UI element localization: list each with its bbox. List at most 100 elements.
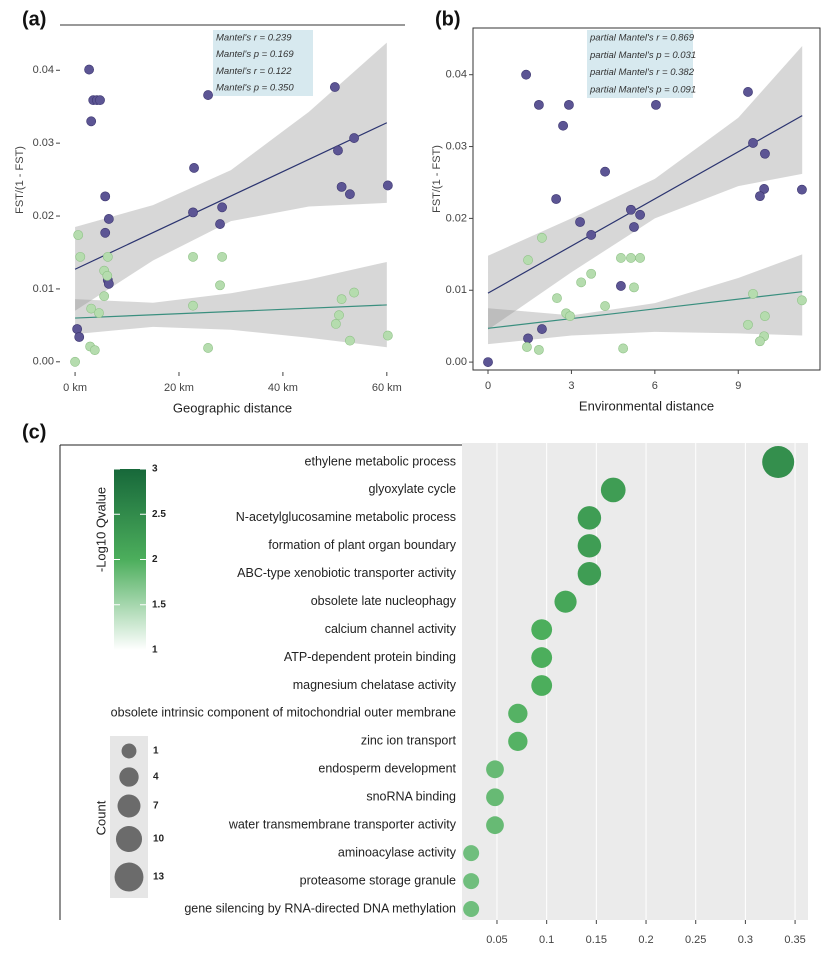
point [565, 311, 575, 322]
fit-line [75, 304, 387, 319]
dot [531, 675, 553, 696]
point [345, 189, 355, 200]
annotation: Mantel's p = 0.350 [216, 83, 294, 94]
point [616, 253, 626, 263]
colorbar-label: 2.5 [152, 509, 166, 520]
dot [577, 534, 602, 558]
point [333, 145, 343, 156]
category-label: N-acetylglucosamine metabolic process [236, 510, 456, 524]
point [86, 116, 97, 127]
panel-label: (a) [22, 8, 46, 30]
point [626, 204, 636, 215]
dot [577, 562, 602, 586]
category-label: water transmembrane transporter activity [228, 817, 457, 831]
point [748, 288, 758, 299]
size-legend-label: 1 [153, 746, 159, 757]
point [217, 202, 228, 213]
size-legend-dot [115, 825, 143, 853]
dot [762, 446, 795, 478]
point [188, 251, 198, 262]
category-label: ATP-dependent protein binding [284, 650, 456, 664]
annotation-box [213, 30, 313, 96]
point [188, 207, 198, 218]
annotation: Mantel's r = 0.122 [216, 66, 292, 77]
point [100, 191, 111, 202]
dot [577, 506, 602, 530]
x-tick-label: 0.1 [539, 934, 554, 946]
point [575, 217, 585, 227]
dot [486, 788, 504, 807]
category-label: aminoacylase activity [338, 845, 457, 859]
point [72, 324, 83, 334]
confidence-band [488, 45, 803, 330]
x-tick-label: 6 [652, 380, 658, 392]
point [334, 310, 344, 321]
y-tick-label: 0.02 [446, 212, 467, 224]
y-tick-label: 0.03 [446, 140, 467, 152]
point [537, 232, 547, 243]
category-label: endosperm development [318, 762, 456, 776]
dot [531, 647, 553, 668]
dot [554, 590, 577, 613]
dot [508, 731, 528, 752]
point [629, 222, 639, 232]
y-axis-title: FST/(1 - FST) [431, 145, 443, 213]
size-legend-title: Count [93, 800, 108, 835]
point [74, 332, 85, 342]
point [95, 95, 105, 106]
panel-label: (c) [22, 421, 46, 443]
point [100, 227, 111, 238]
dot [486, 816, 504, 835]
category-label: obsolete late nucleophagy [311, 594, 457, 608]
plot-area [74, 42, 388, 348]
x-tick-label: 0.25 [685, 934, 706, 946]
dot [600, 477, 626, 503]
annotation: partial Mantel's p = 0.091 [589, 85, 696, 96]
point [760, 148, 770, 159]
point [635, 209, 646, 220]
y-tick-label: 0.01 [446, 284, 467, 296]
point [336, 181, 347, 192]
point [382, 330, 393, 341]
point [760, 311, 770, 322]
size-legend-dot [119, 767, 139, 787]
point [586, 268, 597, 279]
panel-label: (b) [435, 8, 461, 30]
point [189, 163, 199, 173]
x-tick-label: 40 km [268, 382, 298, 394]
category-label: snoRNA binding [366, 790, 456, 804]
point [748, 138, 758, 148]
annotation: partial Mantel's r = 0.382 [589, 67, 695, 78]
point [586, 230, 597, 240]
point [564, 99, 574, 110]
point [651, 99, 661, 110]
point [102, 270, 113, 281]
size-legend-label: 10 [153, 834, 165, 845]
point [70, 356, 80, 367]
x-axis-title: Environmental distance [579, 398, 714, 413]
point [330, 318, 341, 329]
x-tick-label: 0.05 [486, 934, 507, 946]
colorbar-label: 2 [152, 554, 158, 565]
colorbar-label: 1.5 [152, 599, 166, 610]
confidence-band [488, 254, 803, 345]
point [103, 214, 114, 224]
x-tick-label: 60 km [372, 382, 402, 394]
point [188, 300, 198, 311]
point [552, 293, 562, 304]
category-label: magnesium chelatase activity [293, 678, 457, 692]
color-legend-title: -Log10 Qvalue [93, 487, 108, 572]
point [600, 301, 610, 311]
x-tick-label: 0 km [63, 382, 87, 394]
category-label: zinc ion transport [361, 734, 457, 748]
colorbar-label: 1 [152, 645, 158, 656]
point [89, 345, 100, 356]
category-label: glyoxylate cycle [368, 482, 456, 496]
point [99, 291, 110, 302]
point [797, 184, 807, 195]
point [102, 251, 113, 262]
confidence-band [75, 261, 387, 348]
size-legend-label: 4 [153, 772, 159, 783]
size-legend-dot [114, 862, 144, 892]
